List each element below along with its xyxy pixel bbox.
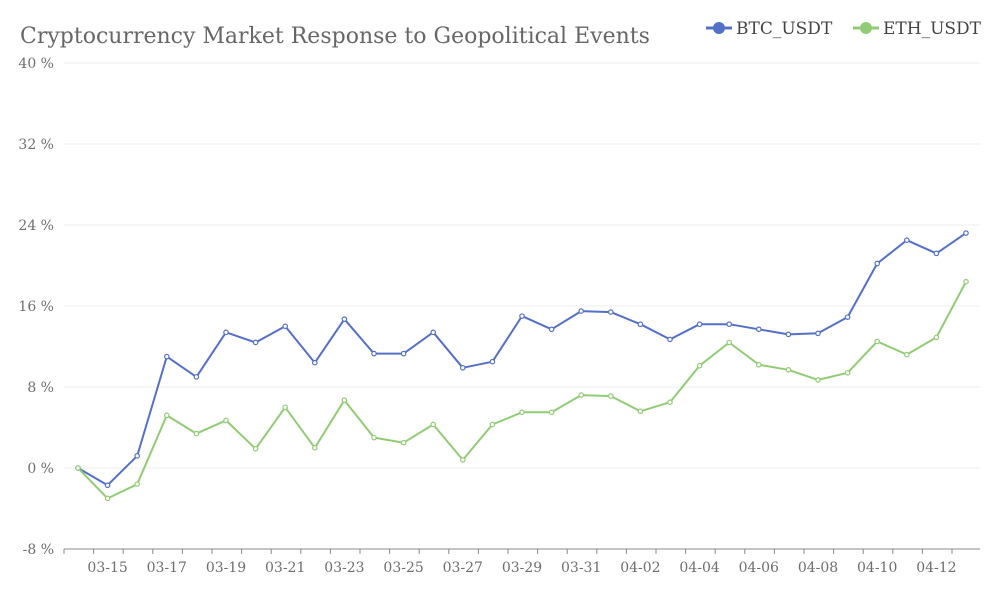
data-point[interactable] — [933, 250, 940, 257]
x-tick-label: 04-04 — [679, 560, 719, 576]
data-point[interactable] — [193, 430, 200, 437]
data-point[interactable] — [430, 421, 437, 428]
legend-marker-icon — [713, 22, 725, 34]
x-tick-label: 04-02 — [620, 560, 660, 576]
chart-title: Cryptocurrency Market Response to Geopol… — [20, 24, 650, 49]
y-tick-label: 0 % — [27, 461, 54, 477]
data-point[interactable] — [282, 323, 289, 330]
data-point[interactable] — [874, 260, 881, 267]
data-point[interactable] — [104, 495, 111, 502]
data-point[interactable] — [667, 336, 673, 343]
x-tick-label: 03-21 — [265, 560, 305, 576]
data-point[interactable] — [578, 392, 585, 398]
data-point[interactable] — [696, 362, 703, 369]
data-point[interactable] — [252, 339, 259, 346]
data-point[interactable] — [637, 321, 644, 328]
data-point[interactable] — [164, 412, 170, 419]
data-point[interactable] — [963, 230, 969, 236]
data-point[interactable] — [371, 350, 377, 357]
y-tick-label: 40 % — [18, 56, 54, 72]
data-point[interactable] — [696, 321, 703, 328]
x-tick-label: 03-17 — [147, 560, 187, 576]
x-axis: 03-15 03-17 03-19 03-21 03-23 03-25 03-27 03-29… — [63, 548, 980, 576]
data-point[interactable] — [963, 278, 969, 285]
x-tick-label: 03-31 — [561, 560, 601, 576]
legend-label: BTC_USDT — [736, 19, 833, 39]
data-point[interactable] — [371, 434, 377, 441]
y-tick-label: 8 % — [27, 380, 54, 396]
data-point[interactable] — [548, 409, 555, 416]
data-point[interactable] — [903, 351, 910, 358]
x-tick-label: 03-15 — [87, 560, 127, 576]
data-point[interactable] — [311, 444, 318, 451]
x-tick-label: 04-06 — [739, 560, 779, 576]
y-axis-tick-labels: -8 % 0 % 8 % 16 % 24 % 32 % 40 % — [18, 56, 54, 558]
data-point[interactable] — [874, 338, 881, 345]
data-point[interactable] — [548, 326, 555, 333]
legend[interactable]: BTC_USDT ETH_USDT — [706, 19, 982, 39]
legend-item-btc-usdt[interactable]: BTC_USDT — [706, 19, 833, 39]
data-point[interactable] — [430, 329, 437, 336]
legend-label: ETH_USDT — [883, 19, 982, 39]
data-point[interactable] — [489, 421, 496, 428]
data-point[interactable] — [726, 321, 733, 328]
data-point[interactable] — [755, 326, 762, 333]
data-point[interactable] — [134, 453, 141, 459]
data-point[interactable] — [637, 408, 644, 415]
x-tick-label: 03-29 — [502, 560, 542, 576]
data-point[interactable] — [164, 353, 170, 360]
x-tick-label: 04-10 — [857, 560, 897, 576]
data-point[interactable] — [193, 374, 200, 380]
data-point[interactable] — [282, 404, 289, 411]
data-point[interactable] — [815, 377, 821, 383]
y-tick-label: 24 % — [18, 218, 54, 234]
data-point[interactable] — [667, 399, 673, 405]
data-point[interactable] — [785, 366, 792, 373]
data-point[interactable] — [519, 313, 525, 319]
x-tick-label: 03-27 — [443, 560, 483, 576]
data-point[interactable] — [311, 359, 318, 366]
data-point[interactable] — [844, 370, 851, 376]
grid-lines — [64, 62, 980, 469]
y-tick-label: -8 % — [23, 542, 54, 558]
data-point[interactable] — [400, 439, 407, 446]
data-point[interactable] — [755, 361, 762, 368]
data-point[interactable] — [519, 409, 525, 416]
x-tick-label: 04-12 — [916, 560, 956, 576]
series-btc-usdt — [75, 230, 969, 489]
data-point[interactable] — [341, 397, 348, 403]
data-point[interactable] — [578, 308, 585, 314]
series-line — [77, 232, 967, 487]
x-tick-label: 03-19 — [206, 560, 246, 576]
data-point[interactable] — [459, 457, 466, 463]
data-point[interactable] — [785, 331, 792, 338]
data-point[interactable] — [607, 309, 614, 315]
data-point[interactable] — [844, 314, 851, 320]
data-point[interactable] — [607, 393, 614, 399]
data-point[interactable] — [223, 329, 229, 336]
data-point[interactable] — [252, 445, 259, 452]
legend-marker-icon — [860, 22, 872, 34]
data-point[interactable] — [815, 330, 821, 337]
x-tick-label: 03-25 — [383, 560, 423, 576]
y-tick-label: 16 % — [18, 299, 54, 315]
legend-item-eth-usdt[interactable]: ETH_USDT — [853, 19, 982, 39]
data-point[interactable] — [341, 316, 348, 322]
data-point[interactable] — [459, 364, 466, 371]
series-eth-usdt — [75, 278, 969, 502]
data-point[interactable] — [75, 465, 81, 471]
x-tick-label: 03-23 — [324, 560, 364, 576]
data-point[interactable] — [726, 339, 733, 346]
y-tick-label: 32 % — [18, 137, 54, 153]
data-point[interactable] — [489, 358, 496, 365]
data-point[interactable] — [134, 481, 141, 488]
data-point[interactable] — [933, 334, 940, 341]
data-point[interactable] — [223, 417, 229, 424]
data-point[interactable] — [400, 350, 407, 357]
data-point[interactable] — [104, 482, 111, 489]
series-lines — [75, 230, 969, 502]
x-tick-label: 04-08 — [798, 560, 838, 576]
data-point[interactable] — [903, 237, 910, 243]
